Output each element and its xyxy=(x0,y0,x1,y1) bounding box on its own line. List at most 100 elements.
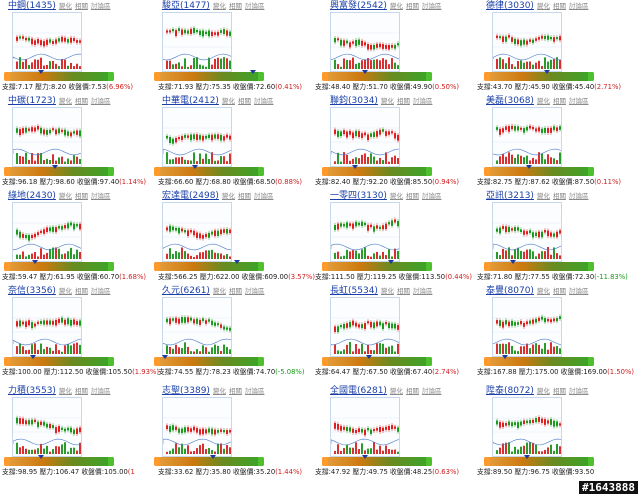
stock-name-link[interactable]: 力積(3553) xyxy=(8,386,56,396)
stock-subnav-link[interactable]: 討論區 xyxy=(421,2,442,10)
stock-subnav-link[interactable]: 討論區 xyxy=(421,192,442,200)
stock-subnav-link[interactable]: 討論區 xyxy=(90,287,111,295)
stock-subnav-link[interactable]: 變化 xyxy=(389,192,403,200)
stock-header: 一零四(3130) 變化 相關 討論區 xyxy=(330,190,441,202)
change-percent: (-5.08%) xyxy=(275,368,305,376)
stock-subnav-link[interactable]: 變化 xyxy=(212,287,226,295)
price-stats: 支撐:98.95 壓力:106.47 收盤價:105.00(1 xyxy=(2,468,135,476)
stock-name-link[interactable]: 奈信(3356) xyxy=(8,286,56,296)
stock-subnav-link[interactable]: 討論區 xyxy=(421,387,442,395)
stock-card: 宏達電(2498) 變化 相關 討論區 支撐:566.25 壓力:622.00 收盤價:… xyxy=(154,190,315,285)
stock-name-link[interactable]: 綠地(2430) xyxy=(8,191,56,201)
stock-name-link[interactable]: 全國電(6281) xyxy=(330,386,387,396)
stock-subnav-link[interactable]: 相關 xyxy=(74,387,88,395)
stock-card: 泰豐(8070) 變化 相關 討論區 支撐:167.88 壓力:175.00 收盤價:1… xyxy=(477,285,634,380)
stock-name-link[interactable]: 一零四(3130) xyxy=(330,191,387,201)
change-percent: (6.96%) xyxy=(106,83,134,91)
stock-name-link[interactable]: 中華電(2412) xyxy=(162,96,219,106)
stock-name-link[interactable]: 德律(3030) xyxy=(486,1,534,11)
stock-subnav-link[interactable]: 討論區 xyxy=(90,97,111,105)
stock-subnav-link[interactable]: 變化 xyxy=(389,2,403,10)
stock-subnav-link[interactable]: 相關 xyxy=(552,2,566,10)
stock-subnav-link[interactable]: 討論區 xyxy=(412,97,433,105)
stock-subnav-link[interactable]: 相關 xyxy=(237,192,251,200)
stock-name-link[interactable]: 興富發(2542) xyxy=(330,1,387,11)
stock-subnav-link[interactable]: 變化 xyxy=(536,97,550,105)
stock-subnav-link[interactable]: 討論區 xyxy=(568,2,589,10)
stock-name-link[interactable]: 泰豐(8070) xyxy=(486,286,534,296)
stock-name-link[interactable]: 陞泰(8072) xyxy=(486,386,534,396)
stock-name-link[interactable]: 志聖(3389) xyxy=(162,386,210,396)
stock-subnav-link[interactable]: 討論區 xyxy=(568,97,589,105)
stock-subnav-link[interactable]: 變化 xyxy=(212,2,226,10)
mini-kline-chart xyxy=(492,297,562,357)
mini-kline-chart xyxy=(492,202,562,262)
price-marker-icon xyxy=(526,165,532,169)
change-percent: (3.57%) xyxy=(288,273,316,281)
stock-subnav-link[interactable]: 相關 xyxy=(396,97,410,105)
stock-subnav-link[interactable]: 變化 xyxy=(389,387,403,395)
stock-name-link[interactable]: 久元(6261) xyxy=(162,286,210,296)
stock-subnav-link[interactable]: 相關 xyxy=(405,387,419,395)
stock-header: 全國電(6281) 變化 相關 討論區 xyxy=(330,385,441,397)
stock-subnav-link[interactable]: 討論區 xyxy=(244,387,265,395)
stock-subnav-link[interactable]: 相關 xyxy=(552,97,566,105)
stock-subnav-link[interactable]: 相關 xyxy=(552,192,566,200)
stock-name-link[interactable]: 聯鈞(3034) xyxy=(330,96,378,106)
stock-subnav-link[interactable]: 變化 xyxy=(380,97,394,105)
stock-subnav-link[interactable]: 變化 xyxy=(58,2,72,10)
stock-name-link[interactable]: 美磊(3068) xyxy=(486,96,534,106)
stock-subnav-link[interactable]: 討論區 xyxy=(568,387,589,395)
stock-subnav-link[interactable]: 討論區 xyxy=(90,387,111,395)
stock-subnav-link[interactable]: 變化 xyxy=(221,97,235,105)
stock-subnav-link[interactable]: 變化 xyxy=(536,387,550,395)
stock-subnav-link[interactable]: 變化 xyxy=(536,287,550,295)
stock-subnav-link[interactable]: 變化 xyxy=(536,192,550,200)
stock-header: 陞泰(8072) 變化 相關 討論區 xyxy=(486,385,588,397)
stock-header: 長虹(5534) 變化 相關 討論區 xyxy=(330,285,432,297)
stock-subnav-link[interactable]: 相關 xyxy=(74,97,88,105)
stock-subnav-link[interactable]: 討論區 xyxy=(90,2,111,10)
stock-name-link[interactable]: 宏達電(2498) xyxy=(162,191,219,201)
stock-subnav-link[interactable]: 相關 xyxy=(228,387,242,395)
stock-subnav-link[interactable]: 變化 xyxy=(58,97,72,105)
stock-card: 興富發(2542) 變化 相關 討論區 支撐:48.40 壓力:51.70 收盤價:49… xyxy=(315,0,465,95)
mini-kline-chart xyxy=(492,397,562,457)
stock-subnav-link[interactable]: 相關 xyxy=(228,287,242,295)
stock-subnav-link[interactable]: 討論區 xyxy=(244,287,265,295)
stock-name-link[interactable]: 亞訊(3213) xyxy=(486,191,534,201)
stock-subnav-link[interactable]: 相關 xyxy=(552,387,566,395)
price-marker-icon xyxy=(362,455,368,459)
stock-name-link[interactable]: 中鋼(1435) xyxy=(8,1,56,11)
stock-subnav-link[interactable]: 討論區 xyxy=(412,287,433,295)
stock-name-link[interactable]: 駿亞(1477) xyxy=(162,1,210,11)
stock-subnav-link[interactable]: 相關 xyxy=(237,97,251,105)
stock-subnav-link[interactable]: 討論區 xyxy=(90,192,111,200)
stock-name-link[interactable]: 長虹(5534) xyxy=(330,286,378,296)
stock-subnav-link[interactable]: 變化 xyxy=(58,287,72,295)
stock-subnav-link[interactable]: 討論區 xyxy=(244,2,265,10)
stock-subnav-link[interactable]: 相關 xyxy=(405,192,419,200)
stock-subnav-link[interactable]: 相關 xyxy=(228,2,242,10)
change-percent: (1.50%) xyxy=(607,368,635,376)
stock-subnav-link[interactable]: 變化 xyxy=(212,387,226,395)
stock-name-link[interactable]: 中碳(1723) xyxy=(8,96,56,106)
stock-subnav-link[interactable]: 討論區 xyxy=(568,192,589,200)
stock-header: 奈信(3356) 變化 相關 討論區 xyxy=(8,285,110,297)
stock-subnav-link[interactable]: 討論區 xyxy=(568,287,589,295)
stock-subnav-link[interactable]: 相關 xyxy=(74,287,88,295)
stock-subnav-link[interactable]: 變化 xyxy=(536,2,550,10)
stock-subnav-link[interactable]: 相關 xyxy=(396,287,410,295)
stock-subnav-link[interactable]: 變化 xyxy=(58,387,72,395)
stock-subnav-link[interactable]: 變化 xyxy=(221,192,235,200)
stock-subnav-link[interactable]: 討論區 xyxy=(253,192,274,200)
stock-subnav-link[interactable]: 相關 xyxy=(74,192,88,200)
stock-subnav-link[interactable]: 變化 xyxy=(58,192,72,200)
stock-subnav-link[interactable]: 相關 xyxy=(405,2,419,10)
stock-subnav-link[interactable]: 變化 xyxy=(380,287,394,295)
stock-subnav-link[interactable]: 討論區 xyxy=(253,97,274,105)
stock-subnav-link[interactable]: 相關 xyxy=(552,287,566,295)
price-marker-icon xyxy=(52,165,58,169)
stock-subnav-link[interactable]: 相關 xyxy=(74,2,88,10)
